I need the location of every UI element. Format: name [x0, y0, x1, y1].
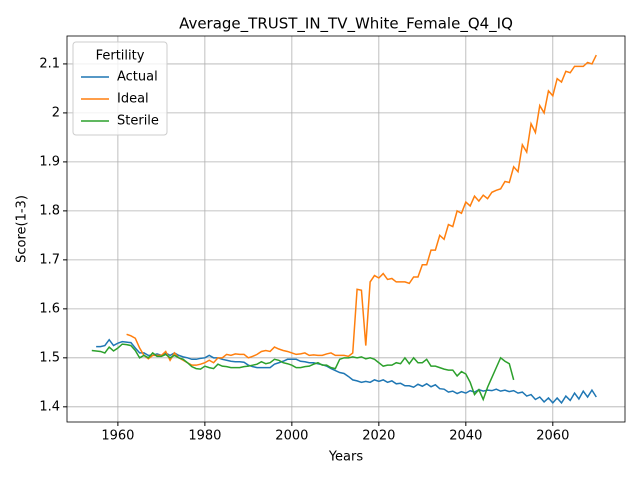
legend-label: Ideal — [117, 92, 149, 107]
x-tick-label: 2020 — [362, 429, 395, 444]
y-tick-label: 1.9 — [39, 154, 60, 169]
y-tick-label: 2.1 — [39, 56, 60, 71]
legend-label: Actual — [117, 70, 158, 85]
chart-title: Average_TRUST_IN_TV_White_Female_Q4_IQ — [179, 15, 513, 34]
y-tick-label: 1.8 — [39, 203, 60, 218]
x-tick-label: 1980 — [188, 429, 221, 444]
plot-frame — [66, 35, 626, 423]
line-series — [126, 54, 597, 366]
y-tick-label: 1.7 — [39, 252, 60, 267]
legend-box — [72, 41, 168, 136]
legend-label: Sterile — [117, 114, 159, 129]
x-tick-label: 2000 — [275, 429, 308, 444]
x-tick-label: 2060 — [536, 429, 569, 444]
y-axis-label: Score(1-3) — [15, 195, 30, 263]
x-axis-label: Years — [328, 450, 364, 465]
legend-title: Fertility — [96, 49, 145, 64]
y-tick-label: 1.6 — [39, 301, 60, 316]
line-series — [96, 338, 597, 405]
y-tick-label: 2 — [52, 105, 60, 120]
y-tick-label: 1.4 — [39, 399, 60, 414]
x-tick-label: 1960 — [101, 429, 134, 444]
x-tick-label: 2040 — [449, 429, 482, 444]
line-series — [91, 343, 515, 402]
y-tick-label: 1.5 — [39, 350, 60, 365]
